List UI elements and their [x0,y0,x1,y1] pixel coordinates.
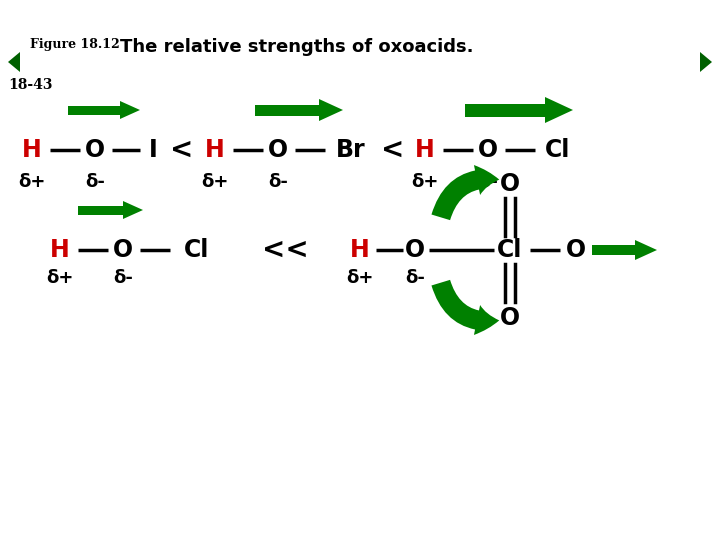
Text: δ-: δ- [85,173,105,191]
Text: H: H [415,138,435,162]
FancyArrowPatch shape [431,280,499,335]
Polygon shape [255,105,319,116]
Text: Cl: Cl [184,238,210,262]
Text: <: < [171,136,194,164]
Text: I: I [148,138,158,162]
Text: Cl: Cl [545,138,571,162]
Polygon shape [319,99,343,121]
Polygon shape [545,97,573,123]
Text: O: O [566,238,586,262]
Polygon shape [78,206,123,214]
Polygon shape [68,105,120,114]
Text: O: O [500,172,520,196]
Text: H: H [50,238,70,262]
Text: Figure 18.12: Figure 18.12 [30,38,120,51]
FancyArrowPatch shape [431,165,499,220]
Text: O: O [85,138,105,162]
Polygon shape [592,245,635,255]
Text: Cl: Cl [498,238,523,262]
Text: O: O [405,238,425,262]
Polygon shape [8,52,20,72]
Text: δ-: δ- [113,269,133,287]
Text: O: O [478,138,498,162]
Text: δ+: δ+ [411,173,438,191]
Text: <: < [382,136,405,164]
Text: Br: Br [336,138,366,162]
Polygon shape [700,52,712,72]
Polygon shape [635,240,657,260]
Text: O: O [500,306,520,330]
Text: O: O [113,238,133,262]
Polygon shape [123,201,143,219]
Text: δ-: δ- [405,269,425,287]
Text: 18-43: 18-43 [8,78,53,92]
Text: δ-: δ- [478,173,498,191]
Text: O: O [268,138,288,162]
Text: H: H [350,238,370,262]
Text: H: H [22,138,42,162]
Text: The relative strengths of oxoacids.: The relative strengths of oxoacids. [120,38,474,56]
Text: <<: << [261,236,308,264]
Polygon shape [120,101,140,119]
Text: δ+: δ+ [346,269,374,287]
Polygon shape [465,104,545,117]
Text: δ+: δ+ [202,173,229,191]
Text: δ-: δ- [268,173,288,191]
Text: δ+: δ+ [46,269,73,287]
Text: H: H [205,138,225,162]
Text: δ+: δ+ [18,173,45,191]
